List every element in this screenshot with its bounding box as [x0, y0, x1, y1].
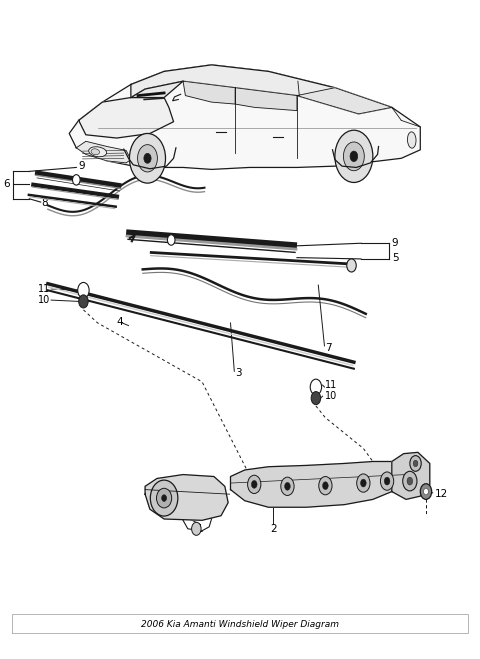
Circle shape — [343, 142, 364, 171]
Ellipse shape — [91, 149, 99, 155]
Ellipse shape — [89, 147, 107, 157]
Ellipse shape — [162, 495, 167, 501]
Circle shape — [323, 482, 328, 490]
Text: 2006 Kia Amanti Windshield Wiper Diagram: 2006 Kia Amanti Windshield Wiper Diagram — [141, 620, 339, 629]
Circle shape — [281, 477, 294, 496]
Ellipse shape — [408, 132, 416, 148]
Circle shape — [72, 175, 80, 185]
Circle shape — [130, 134, 166, 183]
Text: 7: 7 — [325, 343, 332, 353]
Text: 2: 2 — [270, 524, 276, 534]
Circle shape — [319, 476, 332, 495]
Circle shape — [78, 283, 89, 298]
Circle shape — [192, 523, 201, 535]
Circle shape — [347, 259, 356, 272]
Circle shape — [79, 295, 88, 308]
Text: 5: 5 — [392, 252, 398, 263]
Text: 10: 10 — [325, 391, 337, 401]
Polygon shape — [145, 474, 228, 521]
Text: 6: 6 — [4, 179, 11, 189]
Circle shape — [285, 482, 290, 490]
Circle shape — [168, 235, 175, 245]
Polygon shape — [69, 65, 420, 169]
Circle shape — [407, 477, 413, 485]
Polygon shape — [183, 81, 235, 104]
Ellipse shape — [150, 480, 178, 516]
Text: 11: 11 — [325, 380, 337, 390]
Circle shape — [403, 471, 417, 491]
Polygon shape — [230, 461, 406, 507]
Polygon shape — [131, 81, 183, 98]
Text: 1: 1 — [196, 524, 203, 534]
Polygon shape — [131, 65, 392, 114]
Text: 8: 8 — [42, 198, 48, 208]
Circle shape — [335, 130, 373, 183]
Text: 4: 4 — [117, 317, 123, 327]
Polygon shape — [235, 88, 297, 111]
Circle shape — [360, 479, 366, 487]
Polygon shape — [392, 452, 430, 500]
Circle shape — [357, 474, 370, 492]
Circle shape — [310, 379, 322, 395]
Circle shape — [381, 472, 394, 490]
Text: 3: 3 — [235, 368, 242, 378]
Text: 9: 9 — [392, 239, 398, 248]
Circle shape — [424, 488, 428, 495]
Circle shape — [350, 151, 358, 161]
Polygon shape — [297, 88, 392, 114]
Circle shape — [311, 391, 321, 405]
Circle shape — [138, 144, 157, 172]
Circle shape — [420, 484, 432, 500]
Circle shape — [252, 480, 257, 488]
Ellipse shape — [156, 488, 172, 508]
Text: 9: 9 — [79, 161, 85, 171]
Text: 10: 10 — [38, 295, 50, 305]
Circle shape — [413, 460, 418, 467]
Circle shape — [144, 154, 151, 163]
Polygon shape — [76, 141, 131, 163]
Circle shape — [248, 475, 261, 494]
Circle shape — [410, 455, 421, 471]
Polygon shape — [79, 98, 174, 138]
Text: 11: 11 — [38, 284, 50, 294]
Circle shape — [384, 477, 390, 485]
Text: 12: 12 — [434, 489, 448, 499]
